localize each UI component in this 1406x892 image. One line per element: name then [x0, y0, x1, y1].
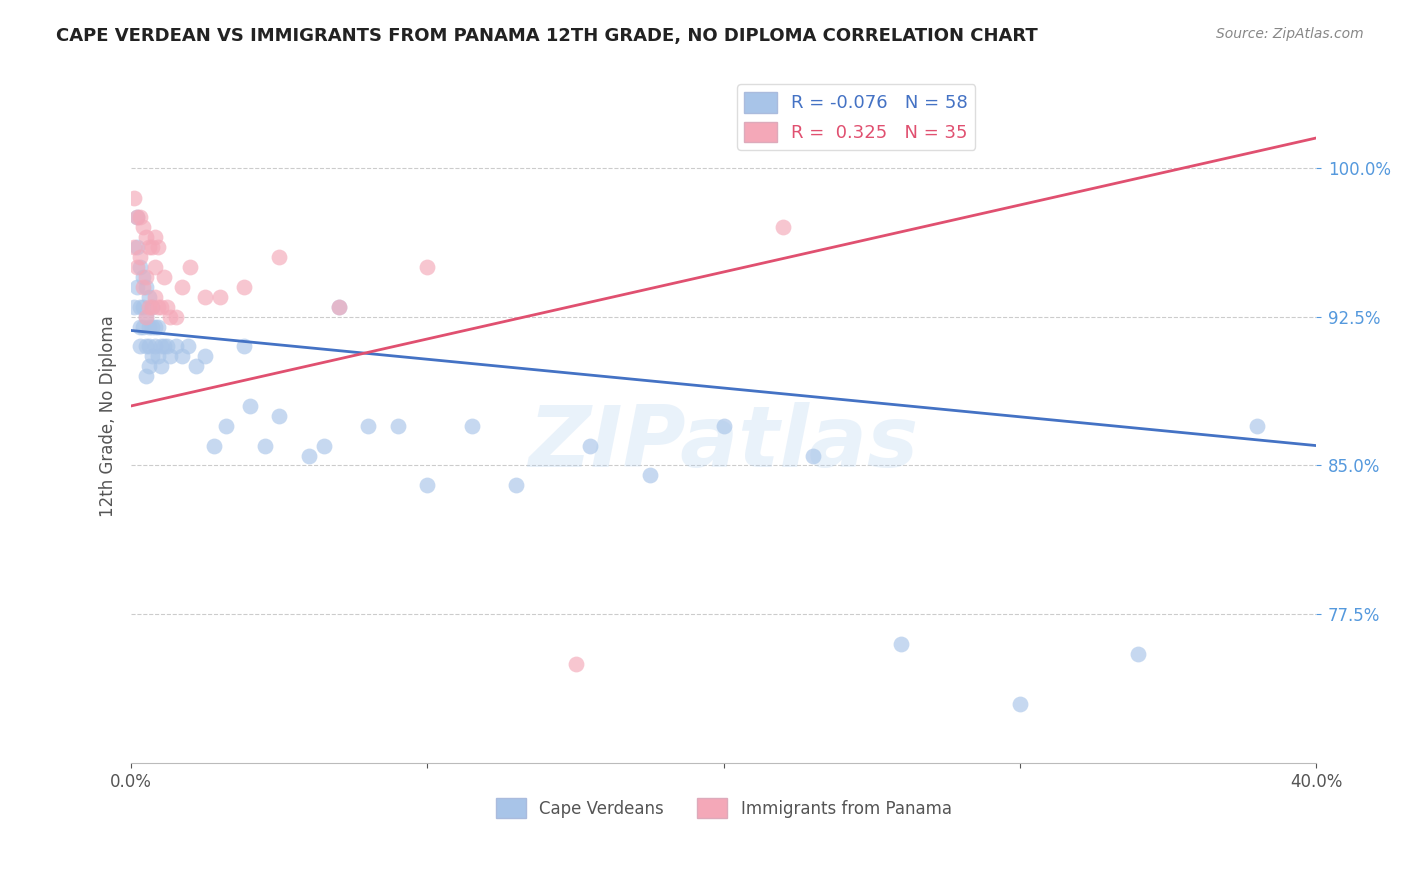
Point [416, 260, 439, 274]
Point [357, 418, 380, 433]
Point [129, 319, 152, 334]
Point [179, 260, 201, 274]
Point [416, 478, 439, 492]
Point [135, 369, 157, 384]
Point [135, 269, 157, 284]
Point [141, 349, 163, 363]
Point [146, 300, 169, 314]
Point [129, 211, 152, 225]
Point [1246, 418, 1268, 433]
Point [159, 310, 181, 324]
Point [232, 339, 254, 353]
Point [269, 409, 291, 423]
Point [129, 339, 152, 353]
Point [209, 290, 232, 304]
Legend: Cape Verdeans, Immigrants from Panama: Cape Verdeans, Immigrants from Panama [489, 792, 959, 824]
Point [138, 290, 160, 304]
Point [149, 300, 172, 314]
Point [156, 339, 179, 353]
Point [269, 250, 291, 264]
Point [170, 280, 193, 294]
Point [138, 240, 160, 254]
Point [165, 339, 187, 353]
Point [127, 211, 149, 225]
Point [239, 399, 262, 413]
Point [135, 310, 157, 324]
Point [149, 359, 172, 374]
Point [328, 300, 350, 314]
Point [122, 240, 145, 254]
Point [138, 319, 160, 334]
Point [122, 300, 145, 314]
Point [143, 339, 166, 353]
Text: ZIPatlas: ZIPatlas [529, 402, 920, 485]
Point [129, 250, 152, 264]
Point [132, 269, 155, 284]
Point [170, 349, 193, 363]
Point [564, 657, 586, 671]
Point [129, 260, 152, 274]
Point [232, 280, 254, 294]
Point [138, 300, 160, 314]
Point [890, 637, 912, 651]
Point [138, 359, 160, 374]
Text: Source: ZipAtlas.com: Source: ZipAtlas.com [1216, 27, 1364, 41]
Point [801, 449, 824, 463]
Point [141, 319, 163, 334]
Point [1128, 647, 1150, 661]
Point [638, 468, 661, 483]
Point [298, 449, 321, 463]
Point [127, 211, 149, 225]
Point [149, 339, 172, 353]
Point [127, 240, 149, 254]
Point [772, 220, 794, 235]
Point [194, 290, 217, 304]
Point [156, 300, 179, 314]
Point [328, 300, 350, 314]
Point [135, 339, 157, 353]
Y-axis label: 12th Grade, No Diploma: 12th Grade, No Diploma [100, 315, 117, 516]
Point [129, 300, 152, 314]
Point [194, 349, 217, 363]
Point [253, 439, 276, 453]
Point [143, 230, 166, 244]
Point [132, 280, 155, 294]
Point [143, 290, 166, 304]
Point [138, 339, 160, 353]
Point [132, 300, 155, 314]
Point [135, 230, 157, 244]
Point [146, 349, 169, 363]
Point [202, 439, 225, 453]
Point [1008, 697, 1031, 711]
Point [713, 418, 735, 433]
Point [312, 439, 335, 453]
Point [132, 220, 155, 235]
Point [159, 349, 181, 363]
Point [141, 300, 163, 314]
Point [146, 319, 169, 334]
Point [176, 339, 198, 353]
Point [153, 339, 176, 353]
Point [165, 310, 187, 324]
Point [143, 319, 166, 334]
Point [143, 260, 166, 274]
Point [153, 269, 176, 284]
Point [146, 240, 169, 254]
Point [461, 418, 484, 433]
Point [122, 190, 145, 204]
Point [141, 240, 163, 254]
Point [141, 300, 163, 314]
Point [505, 478, 527, 492]
Point [135, 280, 157, 294]
Point [579, 439, 602, 453]
Point [186, 359, 208, 374]
Point [135, 310, 157, 324]
Point [215, 418, 238, 433]
Text: CAPE VERDEAN VS IMMIGRANTS FROM PANAMA 12TH GRADE, NO DIPLOMA CORRELATION CHART: CAPE VERDEAN VS IMMIGRANTS FROM PANAMA 1… [56, 27, 1038, 45]
Point [387, 418, 409, 433]
Point [127, 260, 149, 274]
Point [127, 280, 149, 294]
Point [132, 319, 155, 334]
